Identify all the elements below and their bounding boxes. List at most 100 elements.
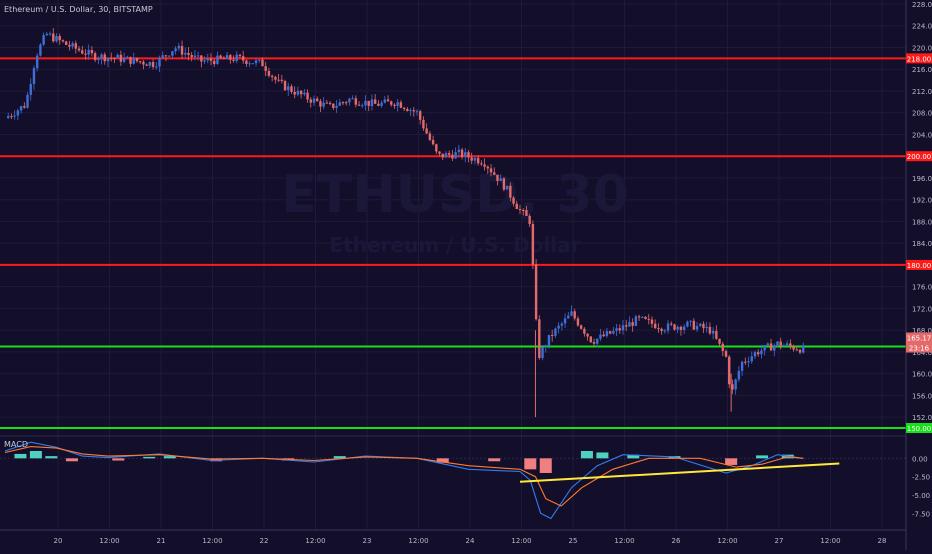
- macd-trendline: [519, 462, 840, 483]
- candle-body: [380, 102, 383, 106]
- macd-histogram-bar: [756, 455, 769, 459]
- candle-body: [425, 128, 428, 134]
- x-tick-label: 28: [878, 537, 887, 545]
- candle-body: [303, 92, 306, 95]
- candle-body: [328, 103, 332, 105]
- candle-body: [415, 111, 419, 113]
- candle-body: [184, 52, 187, 55]
- y-tick-label: 192.00: [912, 197, 932, 205]
- candle-body: [187, 52, 190, 55]
- x-tick-label: 26: [672, 537, 681, 545]
- y-tick-label: 220.00: [912, 44, 932, 52]
- candle-body: [431, 139, 435, 145]
- candle-body: [203, 60, 206, 62]
- candle-body: [731, 384, 734, 390]
- candle-body: [348, 98, 351, 103]
- candle-body: [193, 55, 197, 58]
- candle-body: [81, 50, 84, 54]
- candle-body: [550, 334, 554, 336]
- candle-body: [756, 352, 760, 355]
- candle-body: [26, 94, 29, 108]
- candle-body: [386, 99, 390, 102]
- macd-histogram-bar: [596, 452, 609, 459]
- candle-body: [798, 349, 802, 353]
- candle-body: [467, 152, 470, 158]
- candle-body: [682, 326, 686, 330]
- candle-body: [409, 110, 412, 112]
- candle-body: [563, 318, 567, 324]
- candle-body: [103, 54, 106, 62]
- candle-body: [728, 356, 731, 385]
- candle-body: [52, 33, 55, 42]
- candle-body: [84, 53, 87, 55]
- y-tick-label: 208.00: [912, 110, 932, 118]
- y-tick-label: 216.00: [912, 66, 932, 74]
- candle-body: [267, 71, 271, 76]
- y-tick-label: 188.00: [912, 218, 932, 226]
- x-tick-label: 24: [466, 537, 475, 545]
- candle-body: [486, 166, 490, 169]
- macd-histogram-bar: [333, 456, 346, 459]
- candle-body: [290, 86, 293, 92]
- candle-body: [454, 152, 457, 159]
- x-tick-label: 12:00: [99, 537, 119, 545]
- candle-body: [637, 316, 641, 318]
- candle-body: [238, 54, 242, 57]
- candle-body: [608, 331, 612, 334]
- macd-histogram-bar: [14, 453, 27, 459]
- countdown-box: [906, 342, 932, 353]
- candle-body: [769, 343, 773, 351]
- candle-body: [447, 153, 451, 155]
- candle-body: [496, 174, 499, 181]
- candle-body: [106, 57, 110, 62]
- macd-histogram-bar: [29, 451, 42, 459]
- candle-body: [483, 164, 486, 167]
- y-tick-label: 156.00: [912, 392, 932, 400]
- candle-body: [708, 326, 712, 334]
- level-label-box: [906, 259, 932, 270]
- candle-body: [721, 343, 724, 351]
- x-tick-label: 22: [260, 537, 269, 545]
- candle-body: [373, 99, 377, 104]
- candle-body: [419, 111, 422, 120]
- level-label-box: [906, 151, 932, 162]
- candle-body: [10, 116, 13, 118]
- macd-histogram-bar: [112, 458, 125, 461]
- candle-body: [19, 106, 23, 111]
- candle-body: [612, 330, 615, 334]
- candle-body: [245, 60, 248, 65]
- macd-histogram-bar: [436, 458, 449, 463]
- candle-body: [547, 334, 551, 347]
- candle-body: [132, 57, 135, 64]
- macd-histogram-bar: [143, 456, 156, 459]
- candle-body: [64, 41, 68, 45]
- candle-body: [653, 323, 657, 329]
- x-tick-label: 12:00: [820, 537, 840, 545]
- candle-body: [251, 63, 255, 65]
- level-labels: 218.00200.00180.00165.00150.00165.1723:1…: [906, 53, 932, 433]
- candle-body: [39, 44, 42, 56]
- candle-body: [589, 336, 593, 343]
- candle-body: [512, 197, 515, 204]
- candle-body: [583, 328, 586, 334]
- macd-title: MACD: [4, 440, 28, 449]
- macd-histogram-bar: [65, 458, 78, 462]
- x-tick-label: 20: [54, 537, 63, 545]
- candle-body: [370, 99, 374, 106]
- candle-body: [177, 45, 181, 49]
- candle-body: [621, 325, 625, 331]
- macd-tick-label: 0.00: [912, 455, 928, 463]
- x-tick-label: 12:00: [202, 537, 222, 545]
- current-price-label: 165.17: [907, 335, 932, 343]
- candle-body: [760, 350, 763, 355]
- candle-body: [148, 62, 152, 66]
- level-label-box: [906, 53, 932, 64]
- candle-body: [61, 40, 65, 42]
- candle-body: [402, 107, 406, 110]
- candle-body: [670, 323, 673, 325]
- candle-body: [699, 323, 702, 326]
- candle-body: [7, 116, 10, 119]
- candle-body: [737, 370, 741, 380]
- candle-body: [377, 103, 380, 106]
- candle-body: [544, 346, 547, 348]
